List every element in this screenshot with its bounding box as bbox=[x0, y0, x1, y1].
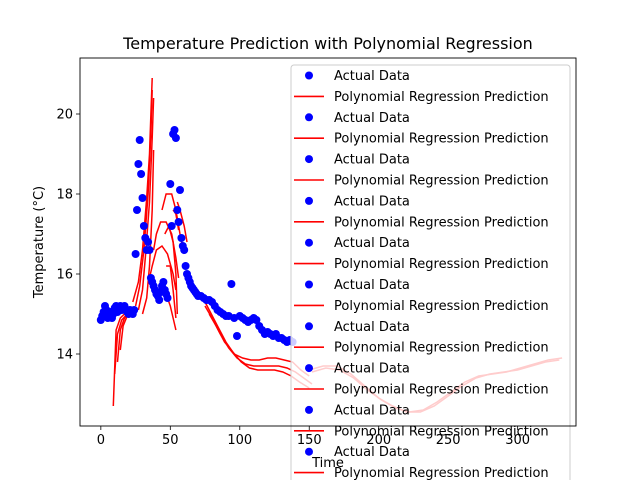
legend-label: Actual Data bbox=[334, 194, 410, 209]
prediction-line bbox=[134, 89, 153, 307]
legend-label: Actual Data bbox=[334, 111, 410, 126]
legend-label: Polynomial Regression Prediction bbox=[334, 257, 549, 272]
actual-data-point bbox=[144, 238, 153, 246]
actual-data-point bbox=[138, 194, 147, 202]
y-axis-ticks: 14 16 18 20 bbox=[56, 108, 80, 363]
y-tick-label: 14 bbox=[56, 348, 73, 363]
actual-data-point bbox=[133, 206, 141, 214]
legend-label: Polynomial Regression Prediction bbox=[334, 90, 549, 105]
actual-data-point bbox=[139, 222, 148, 230]
legend-box bbox=[290, 64, 571, 480]
legend-marker-actual bbox=[305, 196, 313, 205]
x-tick-label: 250 bbox=[436, 433, 461, 448]
actual-data-point bbox=[227, 280, 236, 288]
legend-marker-actual bbox=[305, 238, 313, 247]
actual-data-point bbox=[170, 126, 179, 134]
actual-data-point bbox=[233, 332, 241, 340]
x-tick-label: 150 bbox=[297, 433, 322, 448]
prediction-line bbox=[164, 223, 179, 315]
x-axis-ticks: 0 50 100 150 200 250 300 bbox=[97, 426, 530, 448]
prediction-line bbox=[166, 265, 177, 319]
x-tick-label: 200 bbox=[366, 433, 391, 448]
legend-label: Polynomial Regression Prediction bbox=[334, 341, 549, 356]
legend-label: Actual Data bbox=[334, 278, 410, 293]
x-tick-label: 100 bbox=[227, 433, 252, 448]
actual-data-point bbox=[167, 222, 176, 230]
y-axis-label: Temperature (°C) bbox=[32, 186, 47, 299]
plot-frame bbox=[79, 57, 577, 427]
y-tick-label: 20 bbox=[56, 108, 73, 123]
actual-data-point bbox=[155, 296, 164, 304]
legend-marker-actual bbox=[305, 364, 313, 373]
legend-label: Actual Data bbox=[334, 69, 410, 84]
legend-label: Actual Data bbox=[334, 445, 410, 460]
prediction-line bbox=[176, 201, 188, 243]
prediction-line bbox=[148, 244, 177, 291]
actual-data-point bbox=[177, 234, 186, 242]
actual-data-point bbox=[135, 136, 144, 144]
legend-marker-actual bbox=[305, 71, 313, 80]
legend-label: Polynomial Regression Prediction bbox=[334, 466, 549, 480]
actual-data-point bbox=[180, 246, 189, 254]
legend-marker-actual bbox=[305, 447, 313, 456]
legend-label: Actual Data bbox=[334, 236, 410, 251]
y-tick-label: 18 bbox=[56, 188, 73, 203]
actual-data-point bbox=[176, 186, 184, 194]
actual-data-point bbox=[130, 306, 139, 314]
prediction-line bbox=[141, 149, 155, 315]
legend-label: Polynomial Regression Prediction bbox=[334, 215, 549, 230]
x-tick-label: 300 bbox=[505, 433, 530, 448]
chart-title: Temperature Prediction with Polynomial R… bbox=[122, 34, 533, 53]
legend-marker-actual bbox=[305, 322, 313, 331]
legend-marker-actual bbox=[305, 280, 313, 289]
actual-data-point bbox=[131, 250, 140, 258]
actual-data-point bbox=[171, 134, 180, 142]
legend-label: Actual Data bbox=[334, 153, 410, 168]
legend-label: Actual Data bbox=[334, 403, 410, 418]
legend-marker-actual bbox=[305, 113, 313, 122]
x-tick-label: 50 bbox=[162, 433, 179, 448]
actual-data-point bbox=[134, 160, 143, 168]
legend-label: Actual Data bbox=[334, 362, 410, 377]
actual-data-point bbox=[137, 170, 146, 178]
legend-label: Polynomial Regression Prediction bbox=[334, 174, 549, 189]
actual-data-point bbox=[166, 180, 175, 188]
actual-data-point bbox=[163, 294, 172, 302]
prediction-line bbox=[137, 97, 155, 311]
prediction-line bbox=[152, 221, 180, 279]
actual-data-point bbox=[174, 218, 183, 226]
actual-data-point bbox=[173, 206, 182, 214]
legend-label: Polynomial Regression Prediction bbox=[334, 383, 549, 398]
legend-marker-actual bbox=[305, 405, 313, 414]
legend-label: Polynomial Regression Prediction bbox=[334, 299, 549, 314]
prediction-line bbox=[166, 297, 177, 331]
x-axis-label: Time bbox=[311, 456, 344, 471]
legend-marker-actual bbox=[305, 155, 313, 164]
actual-data-point bbox=[181, 262, 190, 270]
legend: Actual Data Polynomial Regression Predict… bbox=[290, 64, 571, 480]
y-tick-label: 16 bbox=[56, 268, 73, 283]
legend-label: Actual Data bbox=[334, 320, 410, 335]
actual-data-point bbox=[252, 316, 261, 324]
legend-label: Polynomial Regression Prediction bbox=[334, 424, 549, 439]
actual-data-point bbox=[159, 278, 168, 286]
x-tick-label: 0 bbox=[97, 433, 105, 448]
actual-data-point bbox=[145, 246, 154, 254]
legend-label: Polynomial Regression Prediction bbox=[334, 132, 549, 147]
